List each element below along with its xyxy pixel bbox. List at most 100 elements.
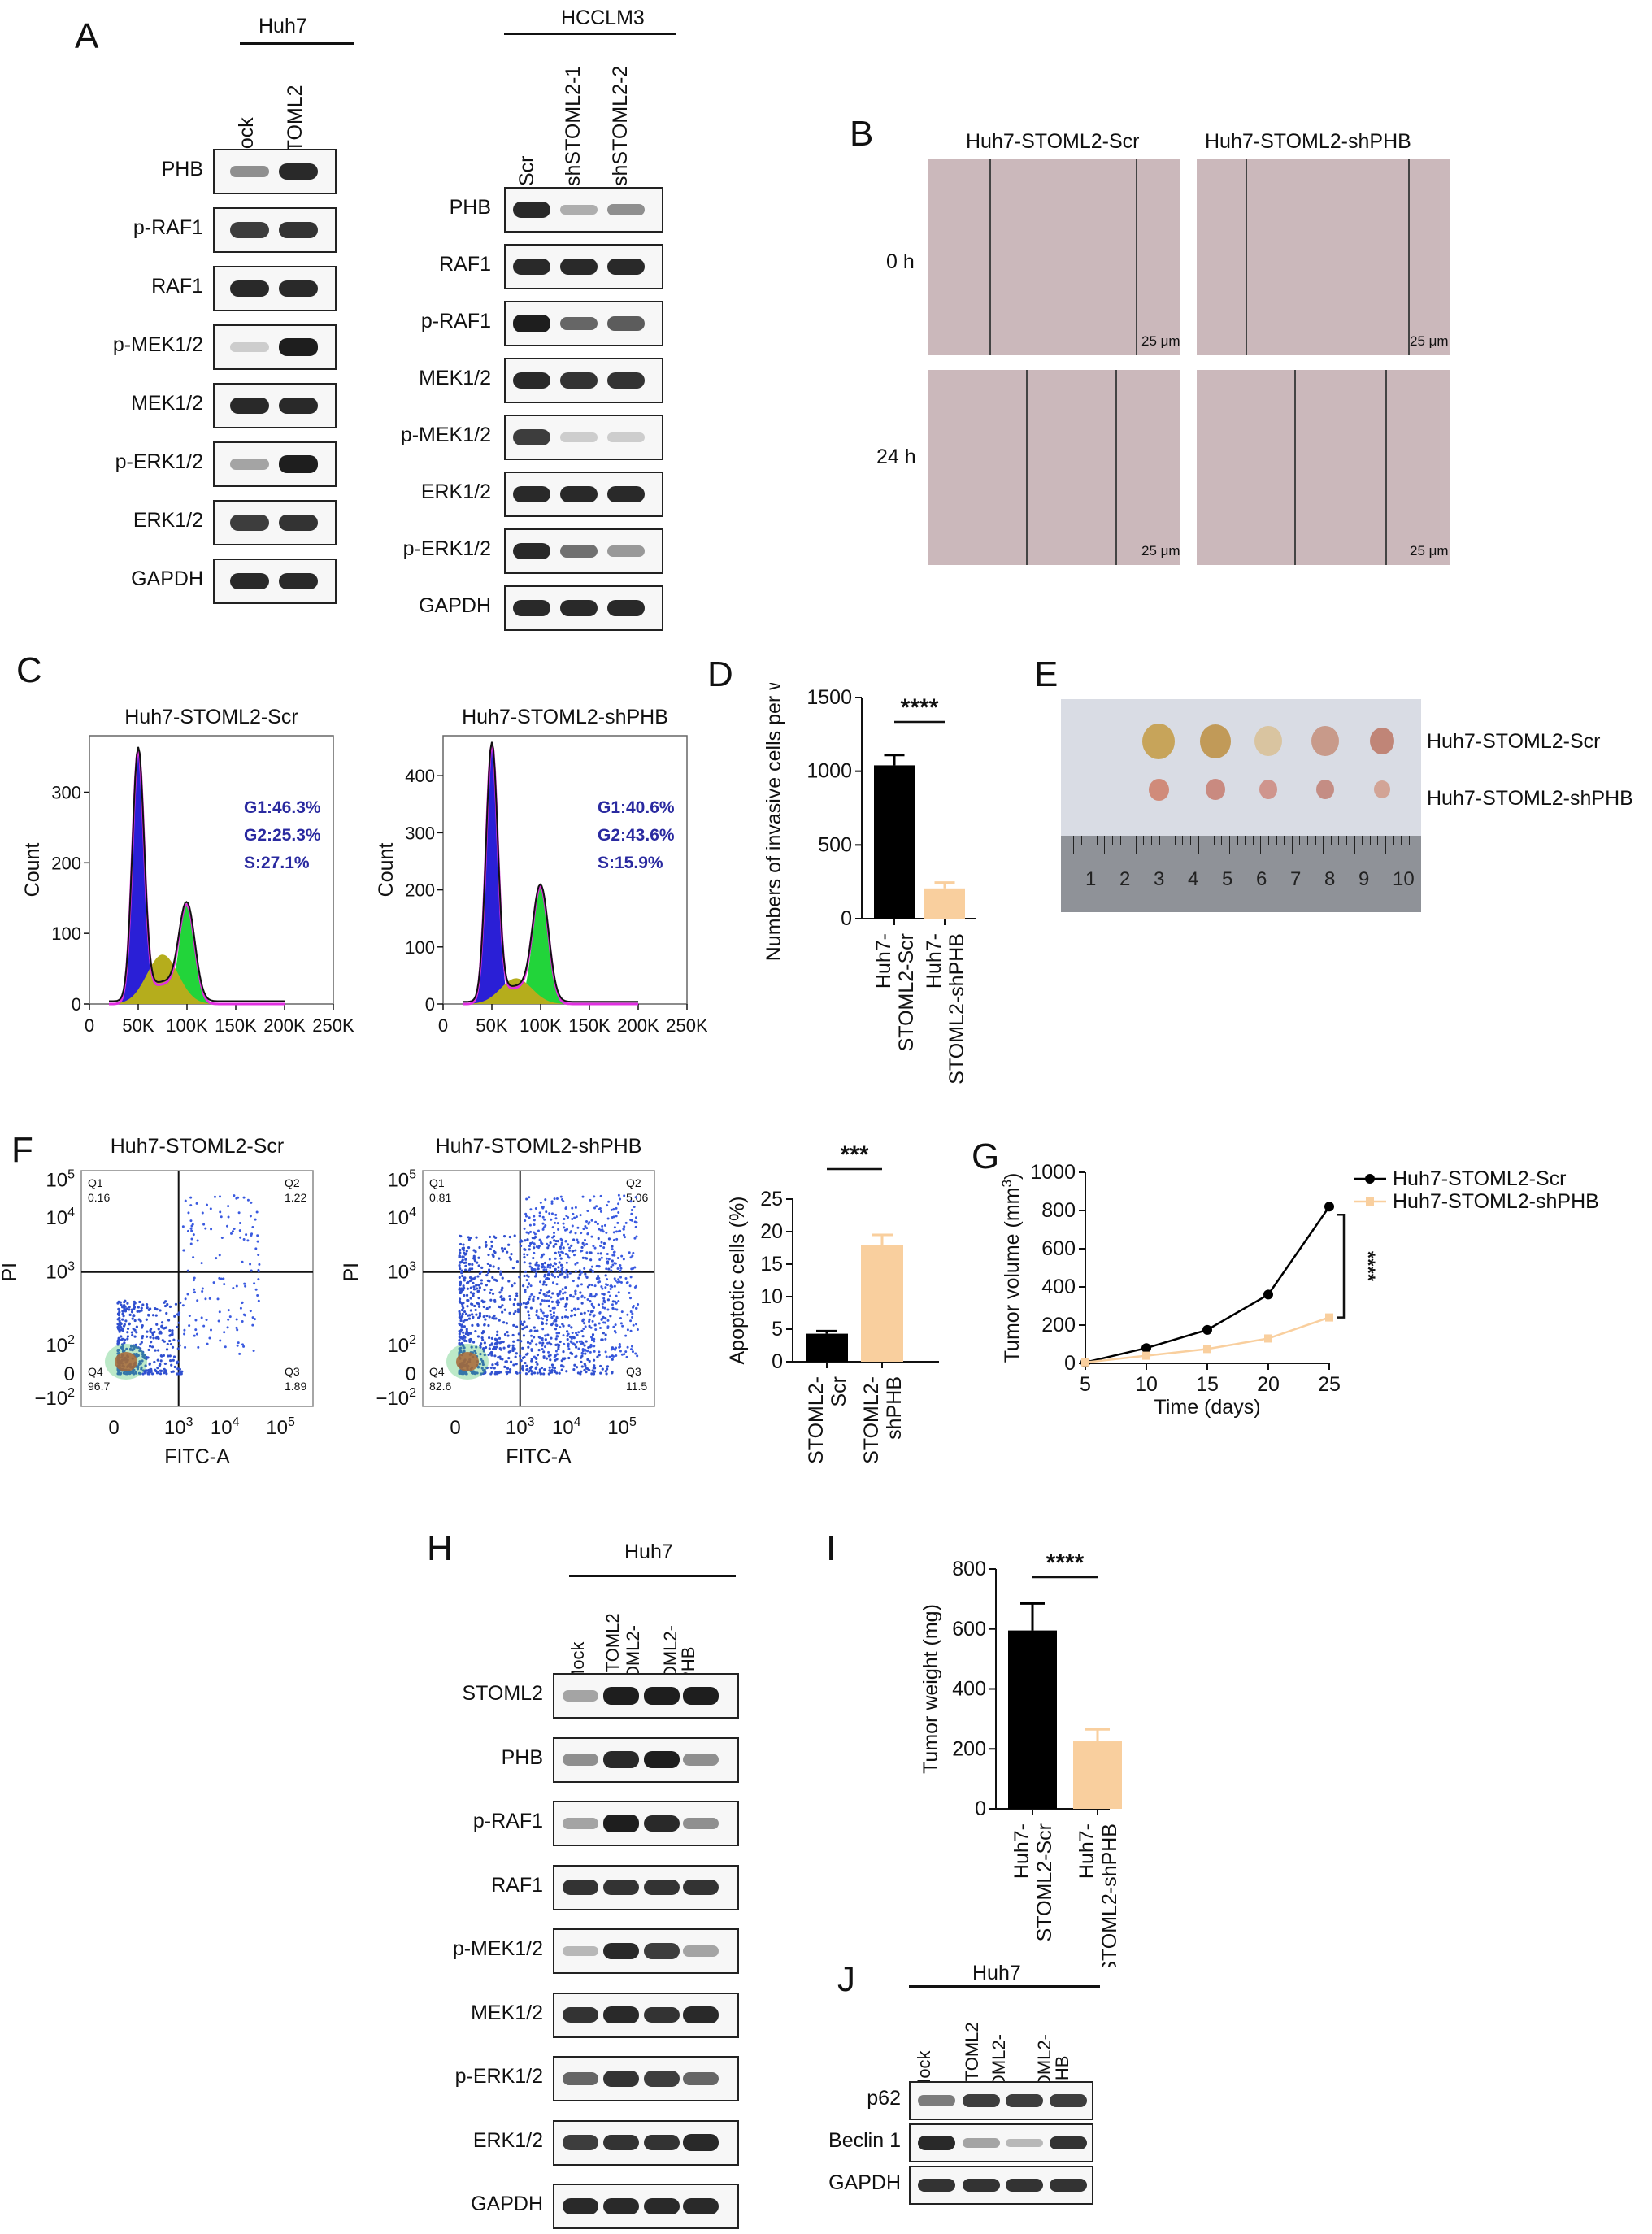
f-event-dot <box>530 1348 533 1351</box>
f-event-dot <box>501 1358 504 1361</box>
f-event-dot <box>589 1300 592 1303</box>
f-event-dot <box>550 1296 553 1299</box>
blot-band <box>683 1817 719 1830</box>
f-ylabel: PI <box>0 1263 21 1282</box>
f-event-dot <box>497 1267 500 1271</box>
f-event-dot <box>585 1227 589 1230</box>
f-event-dot <box>489 1350 493 1354</box>
f-event-dot <box>621 1324 624 1328</box>
f-event-dot <box>541 1344 544 1347</box>
h-cell-line: Huh7 <box>624 1541 673 1563</box>
a-right-lane-1: Scr <box>515 155 538 187</box>
f-event-dot <box>141 1359 144 1363</box>
blot-band <box>560 258 598 276</box>
f-event-dot <box>218 1310 221 1314</box>
f-event-dot <box>482 1305 485 1309</box>
blot-strip <box>553 1992 739 2038</box>
f-event-dot <box>520 1367 524 1371</box>
blot-row-label: MEK1/2 <box>131 392 203 415</box>
f-event-dot <box>611 1245 614 1248</box>
f-ytick-exp: 4 <box>67 1206 75 1219</box>
f-event-dot <box>557 1347 560 1351</box>
f-event-dot <box>465 1250 468 1253</box>
f-xtick-exp: 3 <box>186 1415 193 1429</box>
f-event-dot <box>554 1217 558 1220</box>
f-event-dot <box>467 1317 472 1320</box>
g-ytick-label: 800 <box>1041 1199 1076 1222</box>
f-event-dot <box>605 1257 608 1260</box>
f-xlabel: FITC-A <box>164 1445 230 1468</box>
blot-band <box>607 599 645 617</box>
f-event-dot <box>577 1276 580 1280</box>
f-event-dot <box>502 1321 506 1324</box>
f-event-dot <box>193 1276 196 1280</box>
f-event-dot <box>539 1289 542 1292</box>
f-event-dot <box>616 1267 620 1270</box>
c-data-curve <box>463 741 638 1003</box>
f-event-dot <box>147 1371 150 1375</box>
f-plot-frame <box>422 1170 655 1407</box>
f-event-dot <box>612 1215 615 1219</box>
f-event-dot <box>538 1215 541 1218</box>
f-event-dot <box>535 1261 538 1264</box>
f-event-dot <box>459 1280 463 1284</box>
f-event-dot <box>618 1280 621 1284</box>
f-event-dot <box>242 1237 246 1241</box>
f-event-dot <box>137 1346 140 1350</box>
f-event-dot <box>623 1225 626 1228</box>
blot-band <box>1006 2093 1043 2108</box>
f-event-dot <box>465 1252 468 1255</box>
scale-bar-label: 25 μm <box>1410 333 1449 349</box>
f-event-dot <box>156 1358 159 1362</box>
panel-label-d: D <box>707 654 733 694</box>
f-xtick-label: 104 <box>211 1415 240 1439</box>
f-event-dot <box>254 1218 257 1221</box>
f-event-dot <box>522 1284 525 1288</box>
blot-row-label: STOML2 <box>462 1682 543 1705</box>
f-event-dot <box>532 1336 536 1339</box>
blot-band <box>918 2178 955 2193</box>
f-event-dot <box>485 1366 489 1370</box>
bar-ytick-label: 15 <box>760 1253 783 1276</box>
f-event-dot <box>526 1238 529 1241</box>
f-event-dot <box>580 1250 584 1253</box>
blot-strip <box>504 415 663 460</box>
f-event-dot <box>560 1359 563 1363</box>
f-event-dot <box>589 1326 593 1329</box>
f-event-dot <box>474 1308 477 1312</box>
c-ytick-label: 200 <box>51 853 81 873</box>
f-event-dot <box>120 1322 123 1326</box>
f-event-dot <box>532 1269 535 1272</box>
f-event-dot <box>593 1284 597 1288</box>
f-event-dot <box>121 1310 124 1313</box>
f-event-dot <box>213 1195 216 1198</box>
f-event-dot <box>562 1324 565 1328</box>
f-event-dot <box>570 1352 573 1355</box>
f-event-dot <box>144 1369 147 1372</box>
blot-strip <box>504 472 663 517</box>
blot-band <box>683 1687 719 1705</box>
bar-ylabel: Apoptotic cells (%) <box>726 1196 749 1364</box>
f-event-dot <box>206 1342 209 1345</box>
f-event-dot <box>480 1359 485 1363</box>
f-event-dot <box>533 1215 536 1218</box>
f-event-dot <box>563 1305 567 1308</box>
f-event-dot <box>189 1242 193 1245</box>
g-significance-bracket <box>1337 1214 1346 1319</box>
f-event-dot <box>576 1333 579 1336</box>
f-event-dot <box>541 1299 544 1302</box>
f-event-dot <box>472 1370 476 1373</box>
f-event-dot <box>535 1271 538 1275</box>
c-stat-label: G1:40.6% <box>598 798 675 817</box>
f-event-dot <box>483 1354 486 1357</box>
f-event-dot <box>135 1325 138 1328</box>
f-xtick-label: 105 <box>607 1415 637 1439</box>
f-event-dot <box>554 1263 558 1266</box>
f-event-dot <box>604 1274 607 1277</box>
f-event-dot <box>505 1371 509 1376</box>
f-event-dot <box>584 1352 587 1355</box>
f-event-dot <box>558 1371 561 1375</box>
f-event-dot <box>581 1352 585 1355</box>
f-density-halo <box>105 1344 147 1380</box>
f-event-dot <box>159 1354 163 1358</box>
